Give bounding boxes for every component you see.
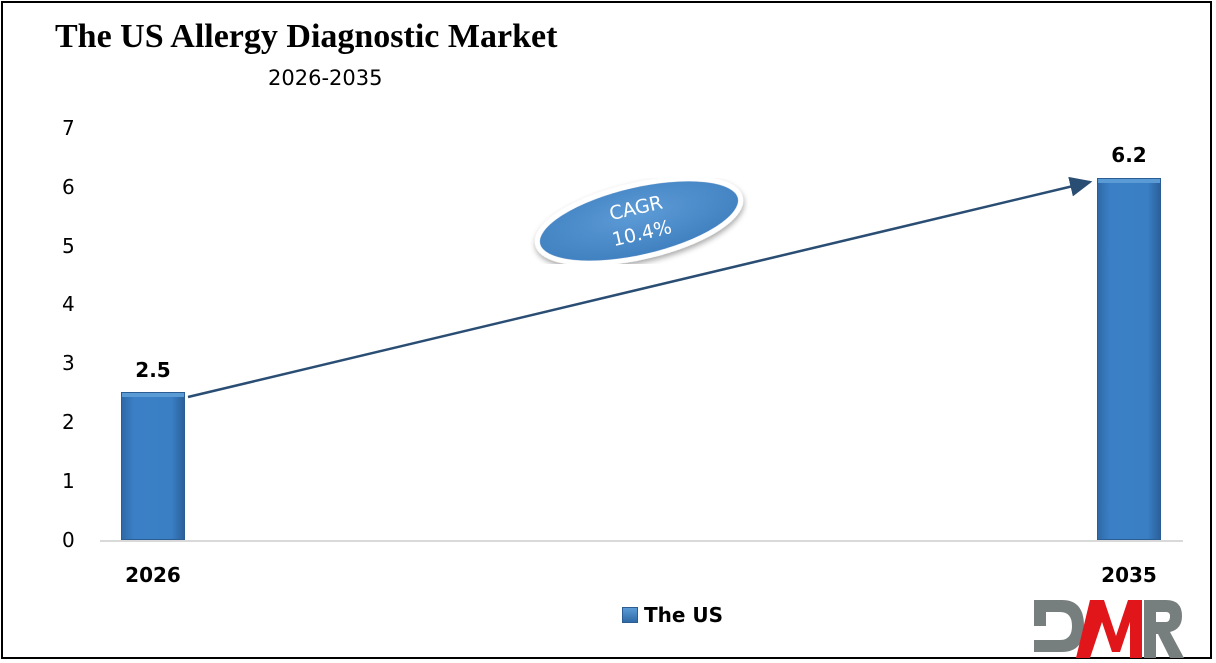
dmr-logo-icon bbox=[1034, 600, 1184, 658]
x-label-2035: 2035 bbox=[1101, 563, 1157, 587]
y-tick: 2 bbox=[62, 410, 75, 434]
legend-swatch-icon bbox=[622, 607, 638, 623]
value-label-2026: 2.5 bbox=[135, 358, 171, 382]
y-tick: 0 bbox=[62, 528, 75, 552]
y-tick: 6 bbox=[62, 175, 75, 199]
legend: The US bbox=[622, 603, 723, 627]
chart-title: The US Allergy Diagnostic Market bbox=[55, 18, 558, 55]
y-tick: 1 bbox=[62, 469, 75, 493]
cagr-ellipse-icon bbox=[534, 178, 744, 264]
bar-2026 bbox=[121, 392, 185, 540]
legend-label: The US bbox=[644, 603, 724, 627]
y-tick: 3 bbox=[62, 351, 75, 375]
y-tick: 7 bbox=[62, 116, 75, 140]
x-label-2026: 2026 bbox=[125, 563, 181, 587]
y-tick: 5 bbox=[62, 234, 75, 258]
x-axis-line bbox=[100, 540, 1183, 542]
chart-subtitle: 2026-2035 bbox=[268, 66, 383, 90]
value-label-2035: 6.2 bbox=[1111, 143, 1147, 167]
y-tick: 4 bbox=[62, 292, 75, 316]
bar-2035 bbox=[1097, 178, 1161, 540]
